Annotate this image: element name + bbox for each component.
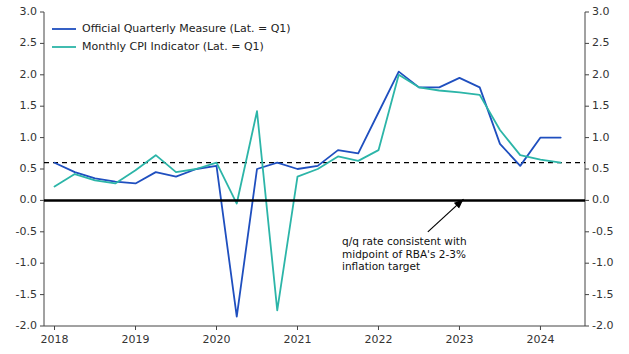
- x-tick: [216, 326, 217, 330]
- x-tick-label: 2024: [526, 333, 554, 346]
- y-tick-label: 2.5: [20, 36, 38, 49]
- y2-tick: [585, 137, 589, 138]
- chart: -2.0 -1.5 -1.0 -0.5 0.0 0.5 1.0 1.5 2.0 2.5 3.0 -2.…: [0, 0, 629, 354]
- y-tick-label: 0.0: [20, 193, 38, 206]
- annotation-arrow: [428, 199, 464, 232]
- y2-tick: [585, 326, 589, 327]
- y2-tick-label: 0.0: [592, 193, 610, 206]
- chart-container: -2.0 -1.5 -1.0 -0.5 0.0 0.5 1.0 1.5 2.0 2.5 3.0 -2.…: [0, 0, 629, 354]
- annotation-line: inflation target: [342, 260, 420, 272]
- y-tick: [40, 12, 44, 13]
- x-tick: [135, 326, 136, 330]
- y-tick: [40, 43, 44, 44]
- series-line: [55, 72, 561, 317]
- legend-label: Monthly CPI Indicator (Lat. = Q1): [82, 40, 264, 53]
- x-tick: [54, 326, 55, 330]
- y-tick-label: -1.0: [16, 256, 37, 269]
- x-tick-label: 2018: [41, 333, 69, 346]
- y-tick: [40, 263, 44, 264]
- y2-tick-label: 1.0: [592, 131, 610, 144]
- y-tick-label: 0.5: [20, 162, 38, 175]
- y-tick-label: -1.5: [16, 288, 37, 301]
- y-tick: [40, 137, 44, 138]
- y-tick-label: -0.5: [16, 225, 37, 238]
- x-tick: [459, 326, 460, 330]
- y2-tick: [585, 106, 589, 107]
- legend-swatch: [52, 46, 76, 48]
- x-tick-label: 2020: [203, 333, 231, 346]
- y-tick: [40, 169, 44, 170]
- annotation-line: midpoint of RBA's 2-3%: [342, 248, 466, 260]
- y2-tick: [585, 263, 589, 264]
- y-tick-label: 1.0: [20, 131, 38, 144]
- y-tick-label: 1.5: [20, 99, 38, 112]
- y2-tick-label: 2.0: [592, 68, 610, 81]
- y2-tick: [585, 12, 589, 13]
- annotation-text: q/q rate consistent withmidpoint of RBA'…: [342, 235, 467, 272]
- y2-tick-label: -0.5: [592, 225, 613, 238]
- y-tick-label: -2.0: [16, 319, 37, 332]
- y-tick: [40, 326, 44, 327]
- y2-tick-label: 2.5: [592, 36, 610, 49]
- legend: Official Quarterly Measure (Lat. = Q1) Mo…: [52, 22, 291, 53]
- y2-tick: [585, 294, 589, 295]
- reference-line: [44, 199, 585, 202]
- y-tick: [40, 200, 44, 201]
- x-tick: [297, 326, 298, 330]
- y2-tick-label: 3.0: [592, 5, 610, 18]
- y2-tick-label: 1.5: [592, 99, 610, 112]
- x-tick: [378, 326, 379, 330]
- annotation-line: q/q rate consistent with: [342, 235, 467, 247]
- y-tick-label: 2.0: [20, 68, 38, 81]
- x-tick: [540, 326, 541, 330]
- y-tick: [40, 74, 44, 75]
- y-tick: [40, 106, 44, 107]
- series-line: [55, 75, 561, 310]
- legend-label: Official Quarterly Measure (Lat. = Q1): [82, 22, 291, 35]
- y2-tick: [585, 43, 589, 44]
- reference-line: [44, 162, 585, 163]
- y2-tick-label: -2.0: [592, 319, 613, 332]
- y-tick-label: 3.0: [20, 5, 38, 18]
- y2-tick: [585, 74, 589, 75]
- y2-tick-label: -1.0: [592, 256, 613, 269]
- y2-tick: [585, 231, 589, 232]
- y-tick: [40, 294, 44, 295]
- y-tick: [40, 231, 44, 232]
- background: [0, 0, 629, 354]
- x-tick-label: 2022: [364, 333, 392, 346]
- plot-area: [44, 72, 585, 317]
- annotations: q/q rate consistent withmidpoint of RBA'…: [342, 199, 467, 272]
- legend-swatch: [52, 28, 76, 30]
- x-axis-line: [44, 326, 585, 327]
- x-tick-label: 2023: [445, 333, 473, 346]
- x-tick-label: 2021: [283, 333, 311, 346]
- axes: -2.0 -1.5 -1.0 -0.5 0.0 0.5 1.0 1.5 2.0 2.5 3.0 -2.…: [16, 5, 614, 346]
- y2-tick: [585, 200, 589, 201]
- x-tick-label: 2019: [122, 333, 150, 346]
- y2-tick-label: 0.5: [592, 162, 610, 175]
- y2-tick: [585, 169, 589, 170]
- y2-tick-label: -1.5: [592, 288, 613, 301]
